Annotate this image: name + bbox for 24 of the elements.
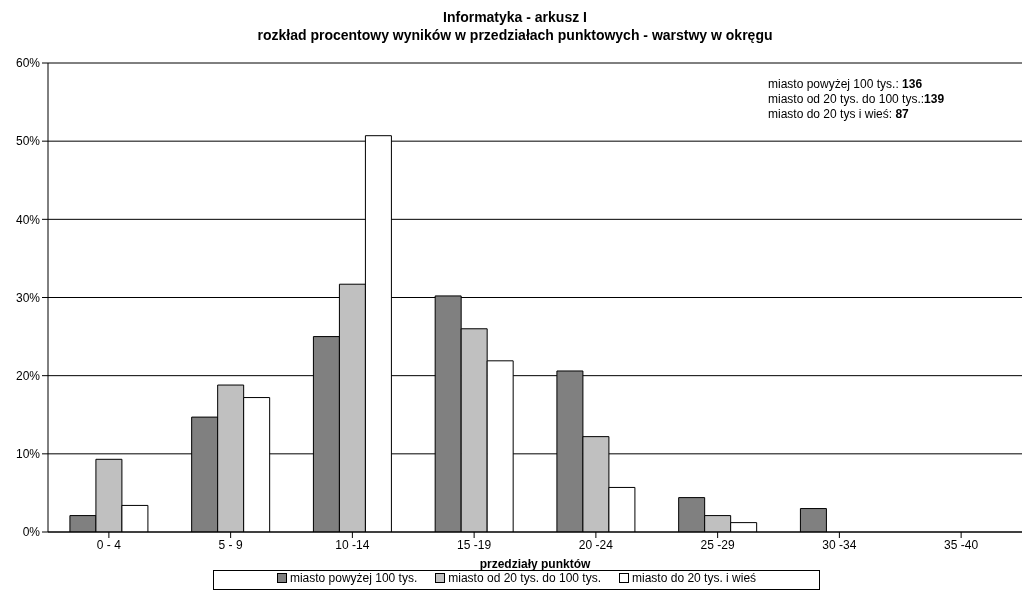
- x-tick-label: 35 -40: [944, 537, 979, 552]
- x-tick-label: 10 -14: [335, 537, 370, 552]
- x-tick-label: 25 -29: [700, 537, 735, 552]
- legend-label: miasto od 20 tys. do 100 tys.: [448, 571, 602, 585]
- y-tick-label: 50%: [15, 134, 41, 149]
- x-tick-label: 30 -34: [822, 537, 857, 552]
- legend-label: miasto powyżej 100 tys.: [289, 571, 418, 585]
- legend-label: miasto do 20 tys. i wieś: [632, 571, 757, 585]
- annotation: miasto od 20 tys. do 100 tys.:139: [768, 92, 945, 107]
- x-axis-title: przedziały punktów: [479, 557, 591, 571]
- chart-subtitle: rozkład procentowy wyników w przedziałach punktowych - warstwy w okręgu: [256, 26, 774, 44]
- x-tick-label: 15 -19: [457, 537, 492, 552]
- x-tick-label: 20 -24: [578, 537, 614, 552]
- y-tick-label: 10%: [15, 447, 41, 462]
- annotation: miasto powyżej 100 tys.: 136: [768, 77, 924, 92]
- y-tick-label: 30%: [15, 290, 41, 305]
- x-tick-label: 0 - 4: [96, 537, 122, 552]
- y-tick-label: 60%: [15, 56, 41, 71]
- y-tick-label: 20%: [15, 368, 41, 383]
- chart-title: Informatyka - arkusz I: [442, 8, 588, 26]
- y-tick-label: 0%: [22, 525, 41, 540]
- x-tick-label: 5 - 9: [218, 537, 243, 552]
- y-tick-label: 40%: [15, 212, 41, 227]
- annotation: miasto do 20 tys i wieś: 87: [768, 107, 910, 122]
